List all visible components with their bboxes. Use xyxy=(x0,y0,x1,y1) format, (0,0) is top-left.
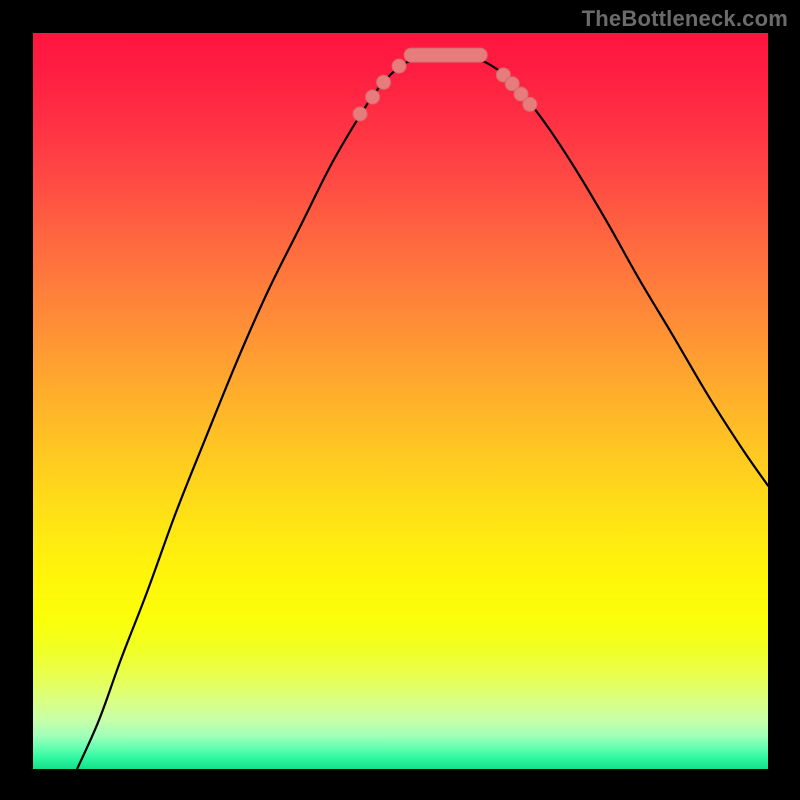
curve-dot xyxy=(392,59,406,73)
bottleneck-curve xyxy=(77,54,768,769)
curve-dot xyxy=(366,90,380,104)
bottom-bar xyxy=(404,48,487,62)
plot-area xyxy=(33,33,768,769)
curve-dots xyxy=(353,59,537,121)
curve-layer xyxy=(33,33,768,769)
curve-dot xyxy=(523,97,537,111)
curve-dot xyxy=(377,75,391,89)
chart-frame: TheBottleneck.com xyxy=(0,0,800,800)
curve-dot xyxy=(353,107,367,121)
watermark-label: TheBottleneck.com xyxy=(582,6,788,32)
